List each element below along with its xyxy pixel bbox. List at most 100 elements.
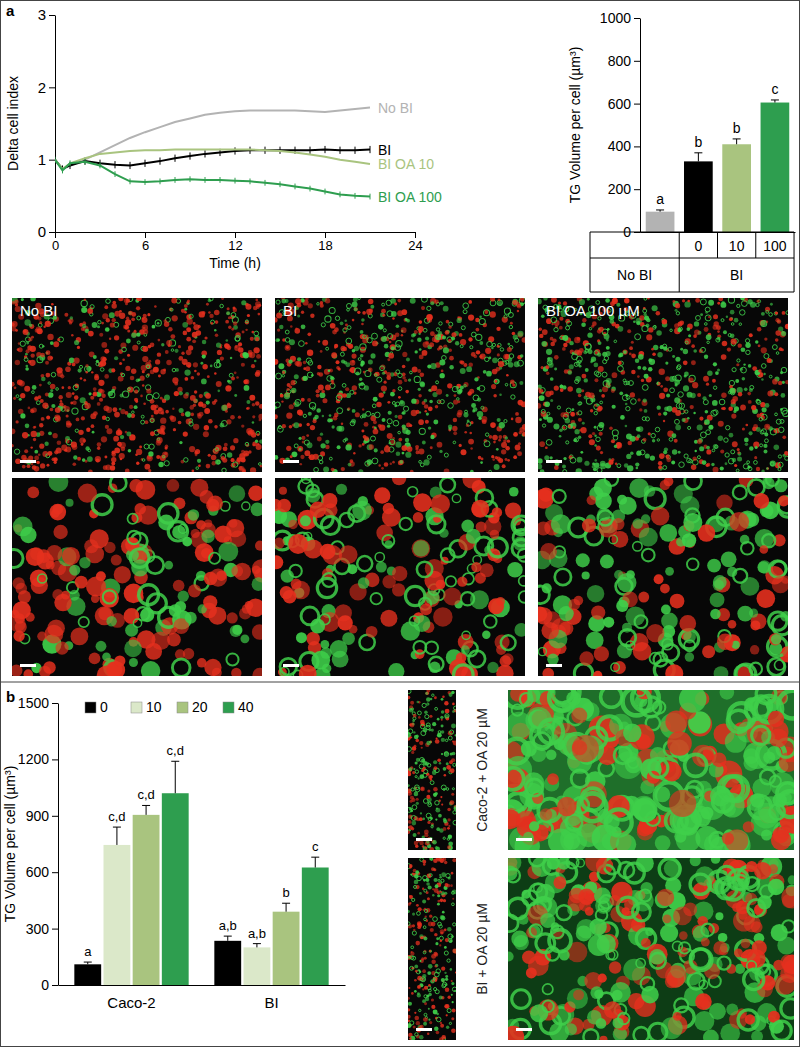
lipid-stain bbox=[377, 377, 382, 382]
nucleus-stain bbox=[75, 576, 88, 589]
nucleus-stain bbox=[229, 519, 238, 528]
lipid-stain bbox=[243, 352, 249, 358]
nucleus-stain bbox=[355, 412, 360, 417]
nucleus-stain bbox=[29, 324, 34, 329]
lipid-stain bbox=[102, 652, 111, 661]
lipid-stain bbox=[346, 303, 351, 308]
nucleus-stain bbox=[344, 327, 347, 330]
nucleus-stain bbox=[498, 439, 501, 442]
lipid-stain bbox=[96, 641, 107, 652]
tick-mark bbox=[52, 759, 58, 760]
nucleus-stain bbox=[449, 326, 452, 329]
tick: 3 bbox=[38, 6, 55, 23]
lipid-stain bbox=[320, 443, 325, 448]
nucleus-stain bbox=[150, 431, 155, 436]
nucleus-stain bbox=[192, 332, 198, 338]
nucleus-stain bbox=[519, 431, 522, 434]
nucleus-stain bbox=[251, 432, 256, 437]
nucleus-stain bbox=[168, 344, 171, 347]
nucleus-stain bbox=[58, 395, 62, 399]
lipid-stain bbox=[360, 330, 364, 334]
lipid-stain bbox=[358, 358, 361, 361]
nucleus-stain bbox=[167, 479, 180, 492]
figure: ab061218240123Time (h)Delta cell indexNo… bbox=[0, 0, 800, 1047]
nucleus-stain bbox=[317, 365, 321, 369]
lipid-stain bbox=[360, 382, 364, 386]
nucleus-stain bbox=[399, 460, 404, 465]
lipid-stain bbox=[241, 300, 246, 305]
lipid-stain bbox=[216, 363, 221, 368]
nucleus-stain bbox=[522, 337, 525, 343]
axis-title: TG Volume per cell (µm³) bbox=[2, 766, 18, 923]
axis: 02004006008001000 bbox=[600, 10, 641, 240]
lipid-stain bbox=[485, 433, 488, 436]
nucleus-stain bbox=[160, 455, 166, 461]
lipid-stain bbox=[367, 459, 373, 465]
nucleus-stain bbox=[415, 410, 419, 414]
lipid-stain bbox=[395, 345, 401, 351]
lipid-stain bbox=[382, 418, 386, 422]
lipid-stain bbox=[378, 324, 384, 330]
lipid-stain bbox=[77, 368, 81, 372]
nucleus-stain bbox=[361, 430, 364, 433]
nucleus-stain bbox=[73, 462, 77, 466]
nucleus-stain bbox=[199, 394, 203, 398]
nucleus-stain bbox=[131, 317, 135, 321]
nucleus-stain bbox=[331, 352, 337, 358]
nucleus-stain bbox=[352, 371, 355, 374]
lipid-stain bbox=[391, 311, 397, 317]
nucleus-stain bbox=[317, 437, 322, 442]
nucleus-stain bbox=[110, 465, 115, 470]
nucleus-stain bbox=[61, 386, 64, 389]
lipid-stain bbox=[437, 400, 441, 404]
lipid-stain bbox=[88, 449, 91, 452]
nucleus-stain bbox=[398, 415, 403, 420]
lipid-stain bbox=[98, 320, 101, 323]
lipid-stain bbox=[330, 419, 333, 422]
lipid-stain bbox=[375, 412, 381, 418]
nucleus-stain bbox=[290, 325, 293, 328]
nucleus-stain bbox=[178, 345, 181, 348]
nucleus-stain bbox=[289, 425, 293, 429]
lipid-stain bbox=[201, 530, 214, 543]
nucleus-stain bbox=[479, 355, 482, 358]
nucleus-stain bbox=[15, 360, 20, 365]
nucleus-stain bbox=[384, 381, 387, 384]
bar-chart: 02004006008001000TG Volume per cell (µm³… bbox=[567, 10, 796, 292]
lipid-stain bbox=[80, 397, 86, 403]
tick-label: 0 bbox=[41, 977, 49, 993]
lipid-stain bbox=[436, 381, 439, 384]
significance-letter: a bbox=[84, 944, 92, 959]
nucleus-stain bbox=[84, 403, 90, 409]
lipid-stain bbox=[492, 357, 498, 363]
nucleus-stain bbox=[177, 387, 182, 392]
nucleus-stain bbox=[117, 430, 122, 435]
nucleus-stain bbox=[244, 379, 249, 384]
lipid-stain bbox=[245, 320, 248, 323]
nucleus-stain bbox=[91, 424, 95, 428]
nucleus-stain bbox=[134, 503, 145, 514]
nucleus-stain bbox=[116, 430, 122, 436]
nucleus-stain bbox=[28, 455, 33, 460]
micrograph bbox=[12, 478, 262, 676]
nucleus-stain bbox=[96, 458, 100, 462]
nucleus-stain bbox=[172, 315, 178, 321]
nucleus-stain bbox=[148, 469, 151, 472]
nucleus-stain bbox=[316, 394, 320, 398]
nucleus-stain bbox=[207, 375, 210, 378]
tick-mark bbox=[52, 703, 58, 704]
nucleus-stain bbox=[59, 402, 63, 406]
lipid-stain bbox=[520, 354, 524, 358]
lipid-stain bbox=[142, 459, 145, 462]
tick-mark bbox=[52, 816, 58, 817]
nucleus-stain bbox=[111, 462, 115, 466]
nucleus-stain bbox=[37, 328, 43, 334]
lipid-stain bbox=[496, 448, 499, 451]
nucleus-stain bbox=[424, 404, 429, 409]
lipid-stain bbox=[460, 368, 466, 374]
lipid-stain bbox=[141, 661, 160, 676]
nucleus-stain bbox=[325, 298, 330, 303]
legend-label: 0 bbox=[100, 699, 108, 715]
nucleus-stain bbox=[522, 432, 525, 437]
nucleus-stain bbox=[93, 387, 97, 391]
